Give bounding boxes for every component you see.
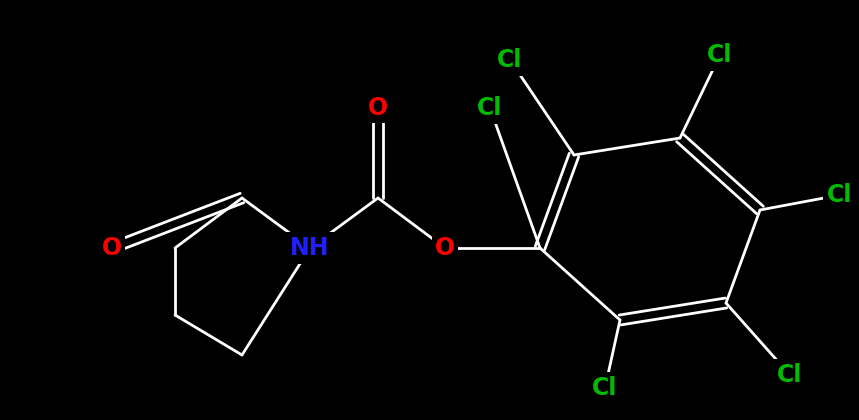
Text: Cl: Cl — [827, 183, 853, 207]
Text: Cl: Cl — [777, 363, 802, 387]
Text: O: O — [102, 236, 122, 260]
Text: Cl: Cl — [707, 43, 733, 67]
Text: O: O — [435, 236, 455, 260]
Text: Cl: Cl — [478, 96, 503, 120]
Text: Cl: Cl — [497, 48, 522, 72]
Text: Cl: Cl — [593, 376, 618, 400]
Text: O: O — [368, 96, 388, 120]
Text: NH: NH — [290, 236, 330, 260]
